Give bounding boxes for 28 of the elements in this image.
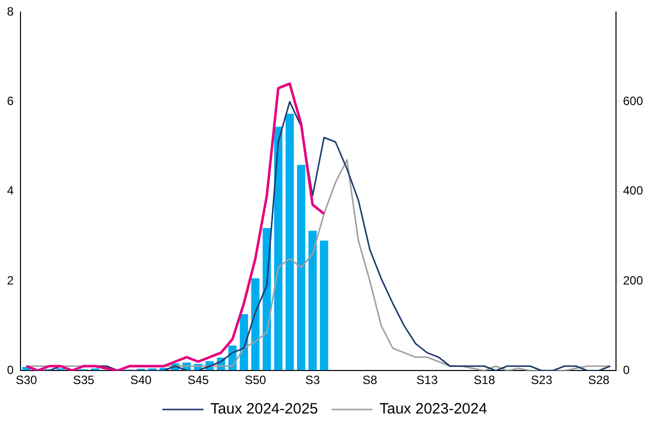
x-tick-label: S13 xyxy=(416,373,438,388)
x-tick-label: S23 xyxy=(530,373,553,388)
y2-tick-label: 600 xyxy=(622,94,644,108)
x-tick-label: S35 xyxy=(72,373,95,388)
y-tick-label: 4 xyxy=(6,184,14,198)
legend-label: Taux 2023-2024 xyxy=(380,400,488,418)
bar xyxy=(308,230,317,370)
bar xyxy=(251,278,260,370)
x-tick-label: S40 xyxy=(130,373,152,388)
y2-tick-label: 400 xyxy=(622,184,644,198)
y-tick-label: 2 xyxy=(6,273,14,288)
y-tick-label: 0 xyxy=(6,362,14,377)
x-tick-label: S45 xyxy=(187,373,210,388)
y2-tick-label: 200 xyxy=(622,273,644,288)
y-tick-label: 6 xyxy=(6,94,14,108)
bar xyxy=(320,240,328,370)
x-tick-label: S28 xyxy=(588,373,610,388)
bar xyxy=(297,164,306,370)
x-tick-label: S3 xyxy=(305,373,320,388)
y2-tick-label: 0 xyxy=(622,362,630,377)
legend-label: Taux 2024-2025 xyxy=(210,400,318,418)
x-tick-label: S30 xyxy=(16,373,38,388)
bar xyxy=(286,114,294,370)
x-tick-label: S18 xyxy=(474,373,496,388)
x-tick-label: S50 xyxy=(244,373,266,388)
bar xyxy=(274,126,282,370)
y-tick-label: 8 xyxy=(6,4,14,18)
x-tick-label: S8 xyxy=(362,373,378,388)
